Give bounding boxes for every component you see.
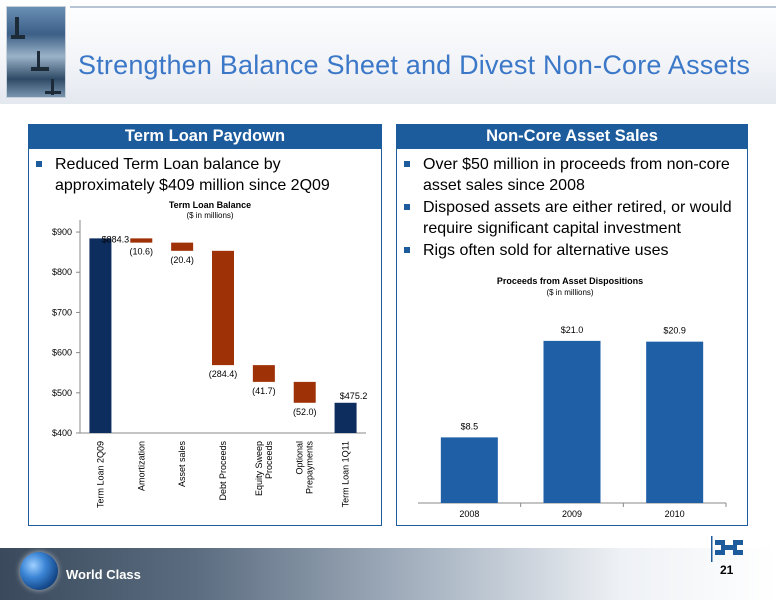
right-bullet-2: Disposed assets are either retired, or w… bbox=[404, 197, 744, 239]
x-tick-label: 2010 bbox=[665, 509, 685, 519]
company-logo-icon bbox=[711, 536, 743, 562]
waterfall-bar bbox=[212, 250, 234, 366]
footer-tagline: World Class bbox=[66, 567, 141, 582]
x-tick-label: Proceeds bbox=[264, 441, 274, 480]
term-loan-chart-title: Term Loan Balance bbox=[168, 200, 252, 210]
slide-header: Strengthen Balance Sheet and Divest Non-… bbox=[0, 0, 776, 104]
left-bullet-1: Reduced Term Loan balance by approximate… bbox=[36, 154, 380, 196]
bullet-square-icon bbox=[36, 161, 42, 167]
term-loan-waterfall-chart: $400 $500 $600 $700 $800 $900 $884.3 Term Loan … bbox=[52, 220, 368, 508]
waterfall-data-label: (20.4) bbox=[170, 255, 194, 265]
bullet-square-icon bbox=[404, 204, 410, 210]
x-tick-label: Term Loan 2Q09 bbox=[95, 441, 105, 508]
term-loan-paydown-heading: Term Loan Paydown bbox=[28, 124, 382, 148]
non-core-asset-sales-heading: Non-Core Asset Sales bbox=[396, 124, 748, 148]
waterfall-bar bbox=[252, 365, 275, 382]
x-tick-label: 2008 bbox=[459, 509, 479, 519]
x-tick-label-group: Asset sales bbox=[177, 441, 187, 488]
header-rule bbox=[70, 6, 776, 8]
proceeds-data-label: $21.0 bbox=[561, 325, 584, 335]
waterfall-bar bbox=[130, 238, 153, 243]
y-tick-label: $800 bbox=[52, 267, 72, 277]
x-tick-label: Debt Proceeds bbox=[218, 441, 228, 501]
x-tick-label: Term Loan 1Q11 bbox=[341, 441, 351, 507]
waterfall-data-label: $475.2 bbox=[340, 391, 368, 401]
proceeds-chart-subtitle: ($ in millions) bbox=[546, 288, 594, 297]
proceeds-bar bbox=[646, 341, 704, 503]
x-tick-label: Prepayments bbox=[305, 441, 315, 495]
waterfall-data-label: (52.0) bbox=[293, 407, 317, 417]
x-tick-label: Equity Sweep bbox=[254, 441, 264, 496]
slide-title: Strengthen Balance Sheet and Divest Non-… bbox=[78, 50, 751, 80]
waterfall-bar bbox=[89, 238, 112, 433]
y-tick-label: $900 bbox=[52, 227, 72, 237]
proceeds-chart-title: Proceeds from Asset Dispositions bbox=[496, 276, 644, 286]
proceeds-data-label: $20.9 bbox=[663, 326, 686, 336]
waterfall-data-label: $884.3 bbox=[102, 234, 130, 244]
waterfall-bar bbox=[171, 242, 194, 251]
x-tick-label-group: Equity Sweep Proceeds bbox=[254, 441, 274, 497]
x-tick-label-group: Term Loan 2Q09 bbox=[95, 441, 105, 508]
waterfall-data-label: (10.6) bbox=[130, 247, 154, 257]
page-number: 21 bbox=[720, 563, 734, 577]
x-tick-label-group: Optional Prepayments bbox=[295, 441, 315, 495]
waterfall-data-label: (284.4) bbox=[209, 369, 238, 379]
proceeds-bar bbox=[440, 437, 498, 503]
y-tick-label: $500 bbox=[52, 388, 72, 398]
waterfall-bar bbox=[293, 381, 316, 403]
y-tick-label: $600 bbox=[52, 348, 72, 358]
x-tick-label-group: Amortization bbox=[136, 441, 146, 491]
proceeds-bar bbox=[543, 340, 601, 503]
x-tick-label: Amortization bbox=[136, 441, 146, 491]
x-tick-label-group: Debt Proceeds bbox=[218, 441, 228, 501]
waterfall-data-label: (41.7) bbox=[252, 386, 276, 396]
slide-footer bbox=[0, 548, 776, 600]
x-tick-label: Optional bbox=[295, 441, 305, 475]
bullet-square-icon bbox=[404, 247, 410, 253]
y-tick-label: $400 bbox=[52, 428, 72, 438]
x-tick-label: 2009 bbox=[562, 509, 582, 519]
y-tick-label: $700 bbox=[52, 307, 72, 317]
globe-icon bbox=[20, 552, 58, 590]
x-tick-label: Asset sales bbox=[177, 441, 187, 488]
term-loan-paydown-panel bbox=[28, 148, 382, 526]
x-tick-label-group: Term Loan 1Q11 bbox=[341, 441, 351, 507]
proceeds-data-label: $8.5 bbox=[461, 421, 479, 431]
right-bullet-3: Rigs often sold for alternative uses bbox=[404, 240, 744, 261]
bullet-square-icon bbox=[404, 161, 410, 167]
header-photo-collage bbox=[6, 6, 66, 98]
right-bullet-1: Over $50 million in proceeds from non-co… bbox=[404, 154, 744, 196]
proceeds-bar-chart: $8.5 2008 $21.0 2009 $20.9 2010 bbox=[418, 325, 727, 519]
term-loan-chart-subtitle: ($ in millions) bbox=[186, 211, 234, 220]
waterfall-bar bbox=[334, 402, 357, 433]
